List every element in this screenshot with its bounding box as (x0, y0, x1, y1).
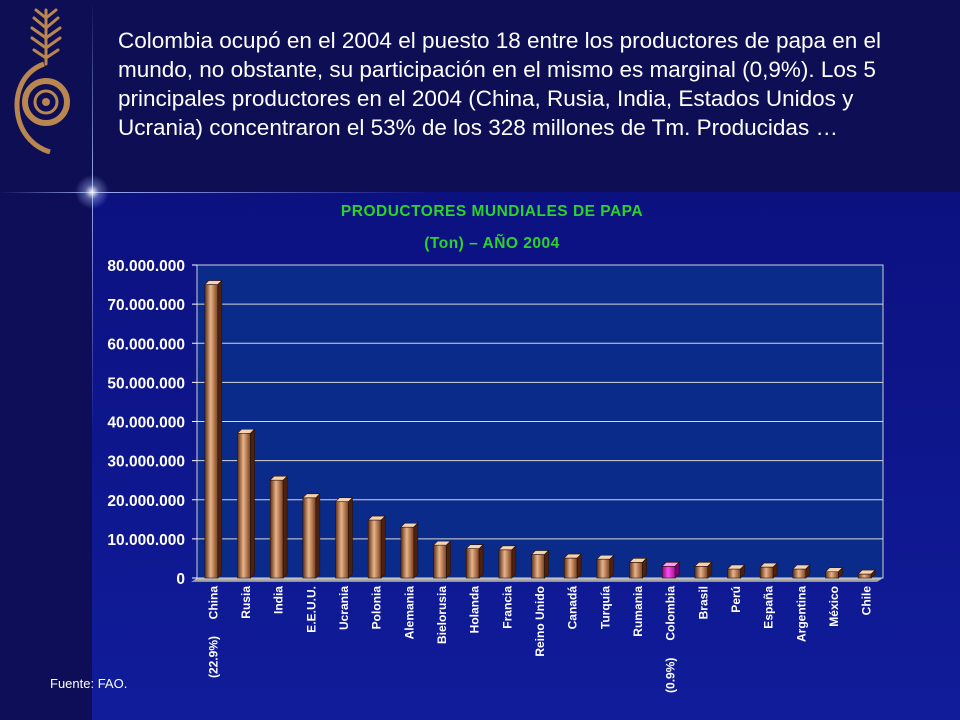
bar (498, 545, 517, 579)
bar (367, 515, 386, 579)
chart-subtitle: (Ton) – AÑO 2004 (424, 235, 560, 252)
y-tick-label: 10.000.000 (107, 532, 185, 549)
x-tick-label: Bielorusia (435, 586, 449, 644)
x-tick-label: Brasil (696, 586, 710, 619)
bar (726, 564, 746, 579)
x-tick-label: Rumania (631, 586, 645, 637)
x-tick-label: Chile (860, 586, 874, 616)
x-tick-label: Turquía (598, 586, 612, 629)
bar (563, 553, 582, 579)
bar (628, 557, 648, 579)
x-tick-label: Ucrania (337, 586, 351, 630)
bar (269, 475, 288, 579)
y-tick-label: 80.000.000 (107, 258, 185, 275)
x-tick-label: Argentina (794, 586, 808, 642)
bar (302, 493, 321, 579)
x-tick-label: España (762, 586, 776, 629)
x-tick-label: Perú (729, 586, 743, 613)
bar (236, 428, 256, 579)
bar (530, 549, 550, 579)
y-tick-label: 30.000.000 (107, 454, 185, 471)
bar (432, 540, 452, 579)
bar (759, 562, 778, 579)
x-tick-label: Francia (500, 586, 514, 629)
y-tick-label: 0 (176, 571, 185, 588)
header-band (0, 0, 960, 192)
wheat-emblem-icon (14, 8, 70, 154)
chart-title: PRODUCTORES MUNDIALES DE PAPA (340, 203, 644, 220)
share-annotation: (0.9%) (664, 658, 678, 693)
x-tick-label: China (206, 586, 220, 620)
x-tick-label: México (827, 586, 841, 627)
light-flare (72, 172, 112, 212)
bar (400, 522, 419, 579)
bar (824, 567, 844, 579)
chart-floor (191, 578, 883, 582)
x-tick-label: Reino Unido (533, 586, 547, 657)
y-tick-label: 50.000.000 (107, 375, 185, 392)
share-annotation: (22.9%) (206, 636, 220, 678)
y-tick-label: 70.000.000 (107, 297, 185, 314)
source-note: Fuente: FAO. (50, 676, 128, 691)
bar (857, 569, 876, 579)
x-tick-label: India (272, 586, 286, 614)
x-tick-label: E.E.U.U. (304, 586, 318, 633)
x-tick-label: Colombia (664, 586, 678, 641)
bar (334, 496, 354, 579)
bar (792, 564, 811, 579)
bar (596, 554, 615, 579)
bar (694, 561, 713, 579)
y-tick-label: 60.000.000 (107, 336, 185, 353)
headline-text: Colombia ocupó en el 2004 el puesto 18 e… (118, 28, 882, 140)
vertical-light-line (92, 0, 93, 720)
x-tick-label: Canadá (566, 586, 580, 630)
x-tick-label: Polonia (370, 586, 384, 630)
y-tick-label: 20.000.000 (107, 493, 185, 510)
x-tick-label: Alemania (402, 586, 416, 640)
x-tick-label: Rusia (239, 586, 253, 619)
y-tick-label: 40.000.000 (107, 415, 185, 432)
horizontal-light-line (0, 192, 960, 193)
bar (465, 543, 484, 579)
x-tick-label: Holanda (468, 586, 482, 634)
bar (204, 279, 223, 579)
bar (661, 561, 680, 579)
